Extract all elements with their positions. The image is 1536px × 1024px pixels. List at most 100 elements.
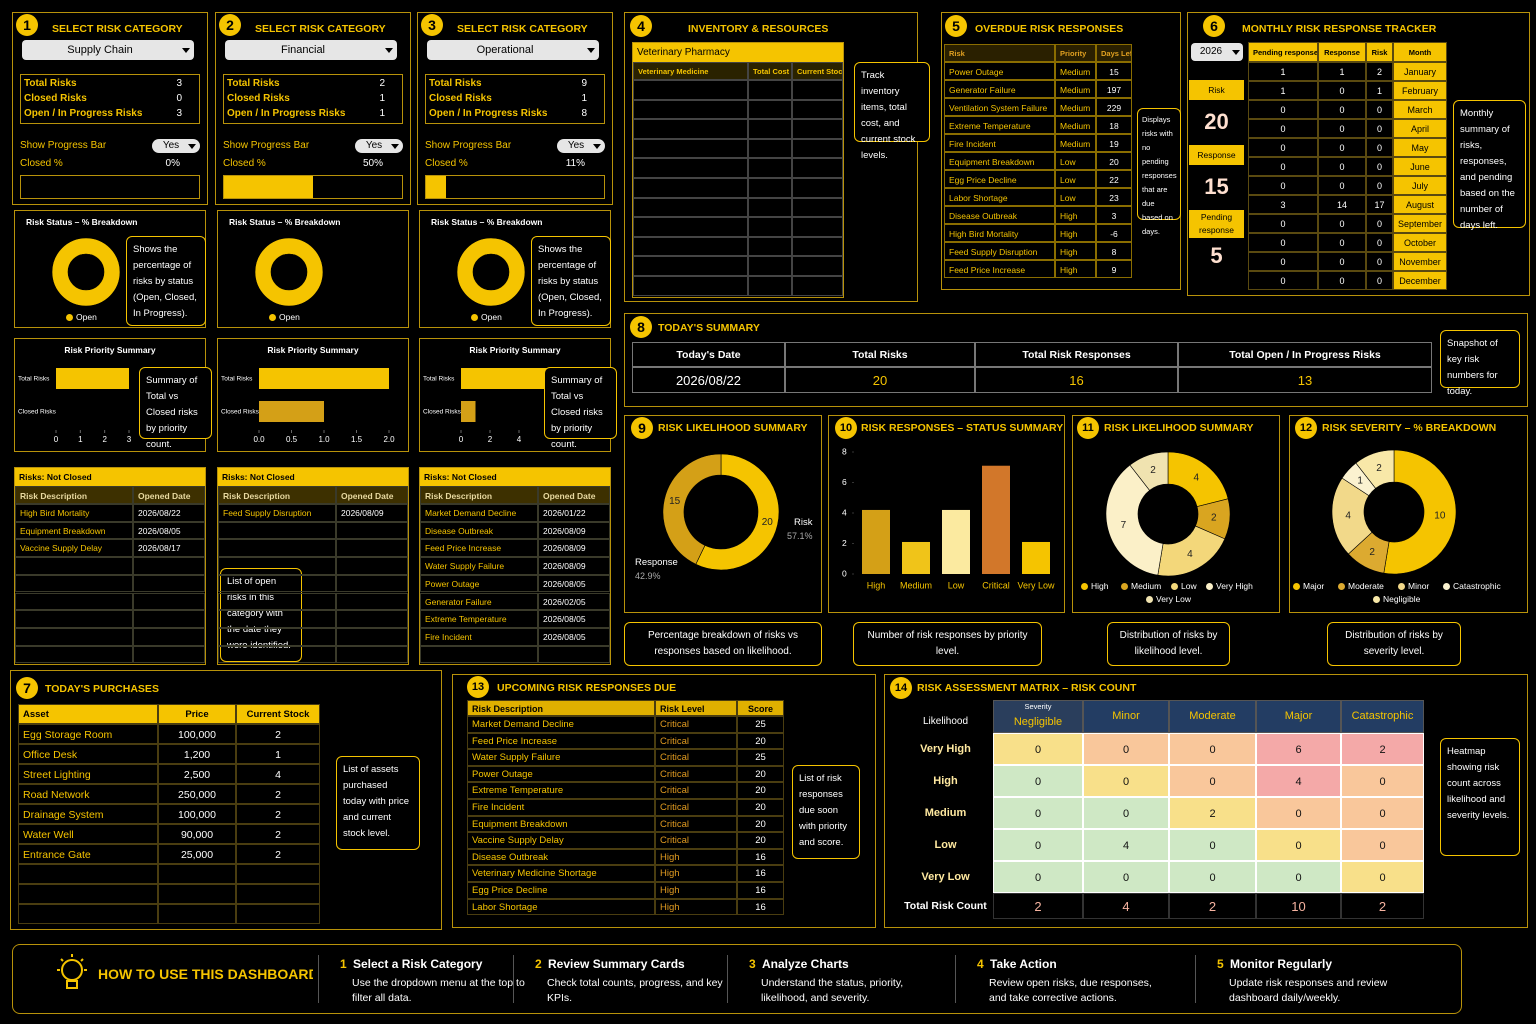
panel-title: RISK LIKELIHOOD SUMMARY bbox=[1104, 422, 1254, 434]
chart-title: Risk Status – % Breakdown bbox=[26, 217, 138, 227]
kpi-label: Pending response bbox=[1199, 212, 1234, 235]
dropdown-caret bbox=[391, 144, 399, 149]
empty-cell bbox=[133, 645, 205, 664]
stat-value: 9 bbox=[581, 78, 587, 89]
table-header-cell: Risk Description bbox=[467, 700, 655, 716]
toggle[interactable] bbox=[355, 139, 403, 153]
table-cell: 0 bbox=[1248, 138, 1318, 157]
stat-label: Total Risks bbox=[429, 78, 482, 89]
table-cell: 22 bbox=[1096, 170, 1132, 188]
y-tick-label: Total Risks bbox=[221, 376, 253, 383]
x-tick-label: 3 bbox=[127, 435, 132, 444]
stats-box bbox=[425, 74, 605, 124]
table-cell: 20 bbox=[737, 782, 784, 799]
table-cell: Extreme Temperature bbox=[420, 610, 538, 628]
panel bbox=[215, 12, 411, 205]
panel-title: RISK RESPONSES – STATUS SUMMARY bbox=[861, 422, 1064, 434]
dropdown[interactable] bbox=[22, 40, 194, 60]
chart bbox=[51, 237, 121, 307]
progress-fill bbox=[224, 176, 313, 198]
kpi-value: 20 bbox=[1204, 109, 1229, 134]
matrix-header bbox=[1169, 700, 1256, 733]
year-dropdown[interactable] bbox=[1191, 43, 1243, 61]
data-label: 4 bbox=[1345, 510, 1351, 521]
table-cell: Egg Price Decline bbox=[944, 170, 1055, 188]
x-tick-label: Low bbox=[948, 580, 965, 590]
chart: 10 2 4 1 2 bbox=[1331, 449, 1457, 575]
data-label: 2 bbox=[1150, 465, 1156, 476]
empty-cell bbox=[336, 574, 408, 593]
y-tick-label: 4 bbox=[842, 507, 847, 517]
table-cell: 25 bbox=[737, 749, 784, 766]
table-header-cell: Opened Date bbox=[336, 486, 408, 504]
table-cell: 2 bbox=[236, 824, 320, 844]
dropdown[interactable] bbox=[427, 40, 599, 60]
stat-value: 3 bbox=[176, 108, 182, 119]
legend-dot bbox=[1171, 583, 1178, 590]
table-cell: 1,200 bbox=[158, 744, 236, 764]
divider bbox=[318, 955, 319, 1003]
stat-value: 3 bbox=[176, 78, 182, 89]
table-cell: Medium bbox=[1055, 134, 1096, 152]
donut-segment bbox=[1129, 451, 1169, 491]
toggle[interactable] bbox=[557, 139, 605, 153]
table-cell: 0 bbox=[1318, 252, 1366, 271]
panel bbox=[624, 313, 1528, 407]
table-title: Risks: Not Closed bbox=[420, 468, 610, 486]
table-cell: Critical bbox=[655, 765, 737, 783]
table-cell: Water Supply Failure bbox=[467, 749, 655, 766]
x-tick-label: 0 bbox=[54, 435, 59, 444]
legend-dot bbox=[1373, 596, 1380, 603]
empty-cell bbox=[18, 864, 158, 884]
matrix-cell: 0 bbox=[1256, 829, 1341, 861]
x-tick-label: 0 bbox=[459, 435, 464, 444]
note: Snapshot of key risk numbers for today. bbox=[1440, 330, 1520, 397]
table-cell: 20 bbox=[737, 732, 784, 750]
table-cell: Equipment Breakdown bbox=[944, 152, 1055, 170]
empty-cell bbox=[218, 627, 336, 646]
table-cell: Disease Outbreak bbox=[420, 521, 538, 540]
y-tick-label: 0 bbox=[842, 568, 847, 578]
step-title: Take Action bbox=[990, 957, 1057, 971]
table-cell: 2026/08/09 bbox=[538, 539, 610, 558]
empty-cell bbox=[158, 864, 236, 884]
dropdown-caret bbox=[1232, 50, 1240, 55]
table-cell: September bbox=[1393, 214, 1447, 233]
empty-cell bbox=[748, 197, 792, 218]
table-cell: 90,000 bbox=[158, 824, 236, 844]
badge: 14 bbox=[890, 677, 912, 699]
table-cell: Low bbox=[1055, 152, 1096, 170]
data-label: 1 bbox=[1357, 475, 1363, 486]
matrix-total: 2 bbox=[1341, 893, 1424, 919]
table-cell: 0 bbox=[1318, 233, 1366, 252]
empty-cell bbox=[748, 119, 792, 139]
progress-fill bbox=[426, 176, 446, 198]
table-header-cell: Total Cost bbox=[748, 62, 792, 80]
table-cell: Low bbox=[1055, 188, 1096, 206]
table-cell: High bbox=[1055, 242, 1096, 260]
badge: 13 bbox=[467, 676, 489, 698]
data-label: 2 bbox=[1376, 463, 1382, 474]
panel bbox=[217, 210, 409, 328]
x-tick-label: 0.0 bbox=[253, 435, 265, 444]
toggle[interactable] bbox=[152, 139, 200, 153]
table-cell: 0 bbox=[1318, 100, 1366, 119]
table-cell: 16 bbox=[737, 898, 784, 916]
stat-label: Open / In Progress Risks bbox=[227, 108, 346, 119]
table-cell: February bbox=[1393, 81, 1447, 100]
note: Displays risks with no pending responses… bbox=[1137, 108, 1181, 236]
table-cell: Veterinary Medicine Shortage bbox=[467, 865, 655, 882]
table-cell: 0 bbox=[1248, 252, 1318, 271]
table-cell: 2026/01/22 bbox=[538, 504, 610, 522]
empty-cell bbox=[336, 645, 408, 664]
matrix-cell: 4 bbox=[1083, 829, 1169, 861]
empty-cell bbox=[633, 276, 748, 296]
table-cell: 0 bbox=[1248, 119, 1318, 138]
empty-cell bbox=[15, 627, 133, 646]
matrix-row-label: Very Low bbox=[921, 871, 970, 883]
bar bbox=[982, 465, 1010, 574]
empty-cell bbox=[748, 236, 792, 257]
table-cell: July bbox=[1393, 176, 1447, 195]
dropdown-value: Supply Chain bbox=[67, 44, 133, 56]
dropdown[interactable] bbox=[225, 40, 397, 60]
